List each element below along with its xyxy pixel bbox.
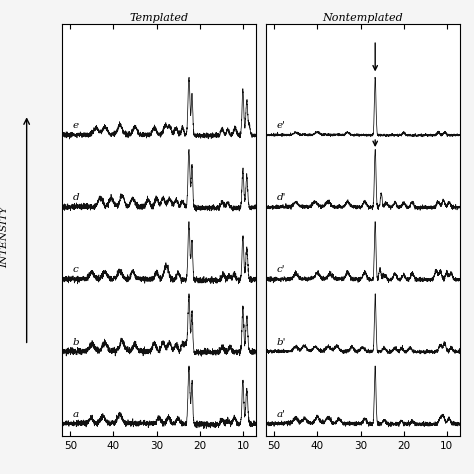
Text: e: e: [73, 121, 79, 130]
Title: Nontemplated: Nontemplated: [322, 13, 403, 23]
Text: a: a: [73, 410, 79, 419]
Text: c: c: [73, 265, 78, 274]
Title: Templated: Templated: [129, 13, 188, 23]
Text: a': a': [276, 410, 285, 419]
Text: b: b: [73, 337, 79, 346]
Text: c': c': [276, 265, 285, 274]
Text: INTENSITY: INTENSITY: [0, 206, 9, 268]
Text: b': b': [276, 337, 286, 346]
Text: d: d: [73, 193, 79, 202]
Text: d': d': [276, 193, 286, 202]
Text: e': e': [276, 121, 285, 130]
